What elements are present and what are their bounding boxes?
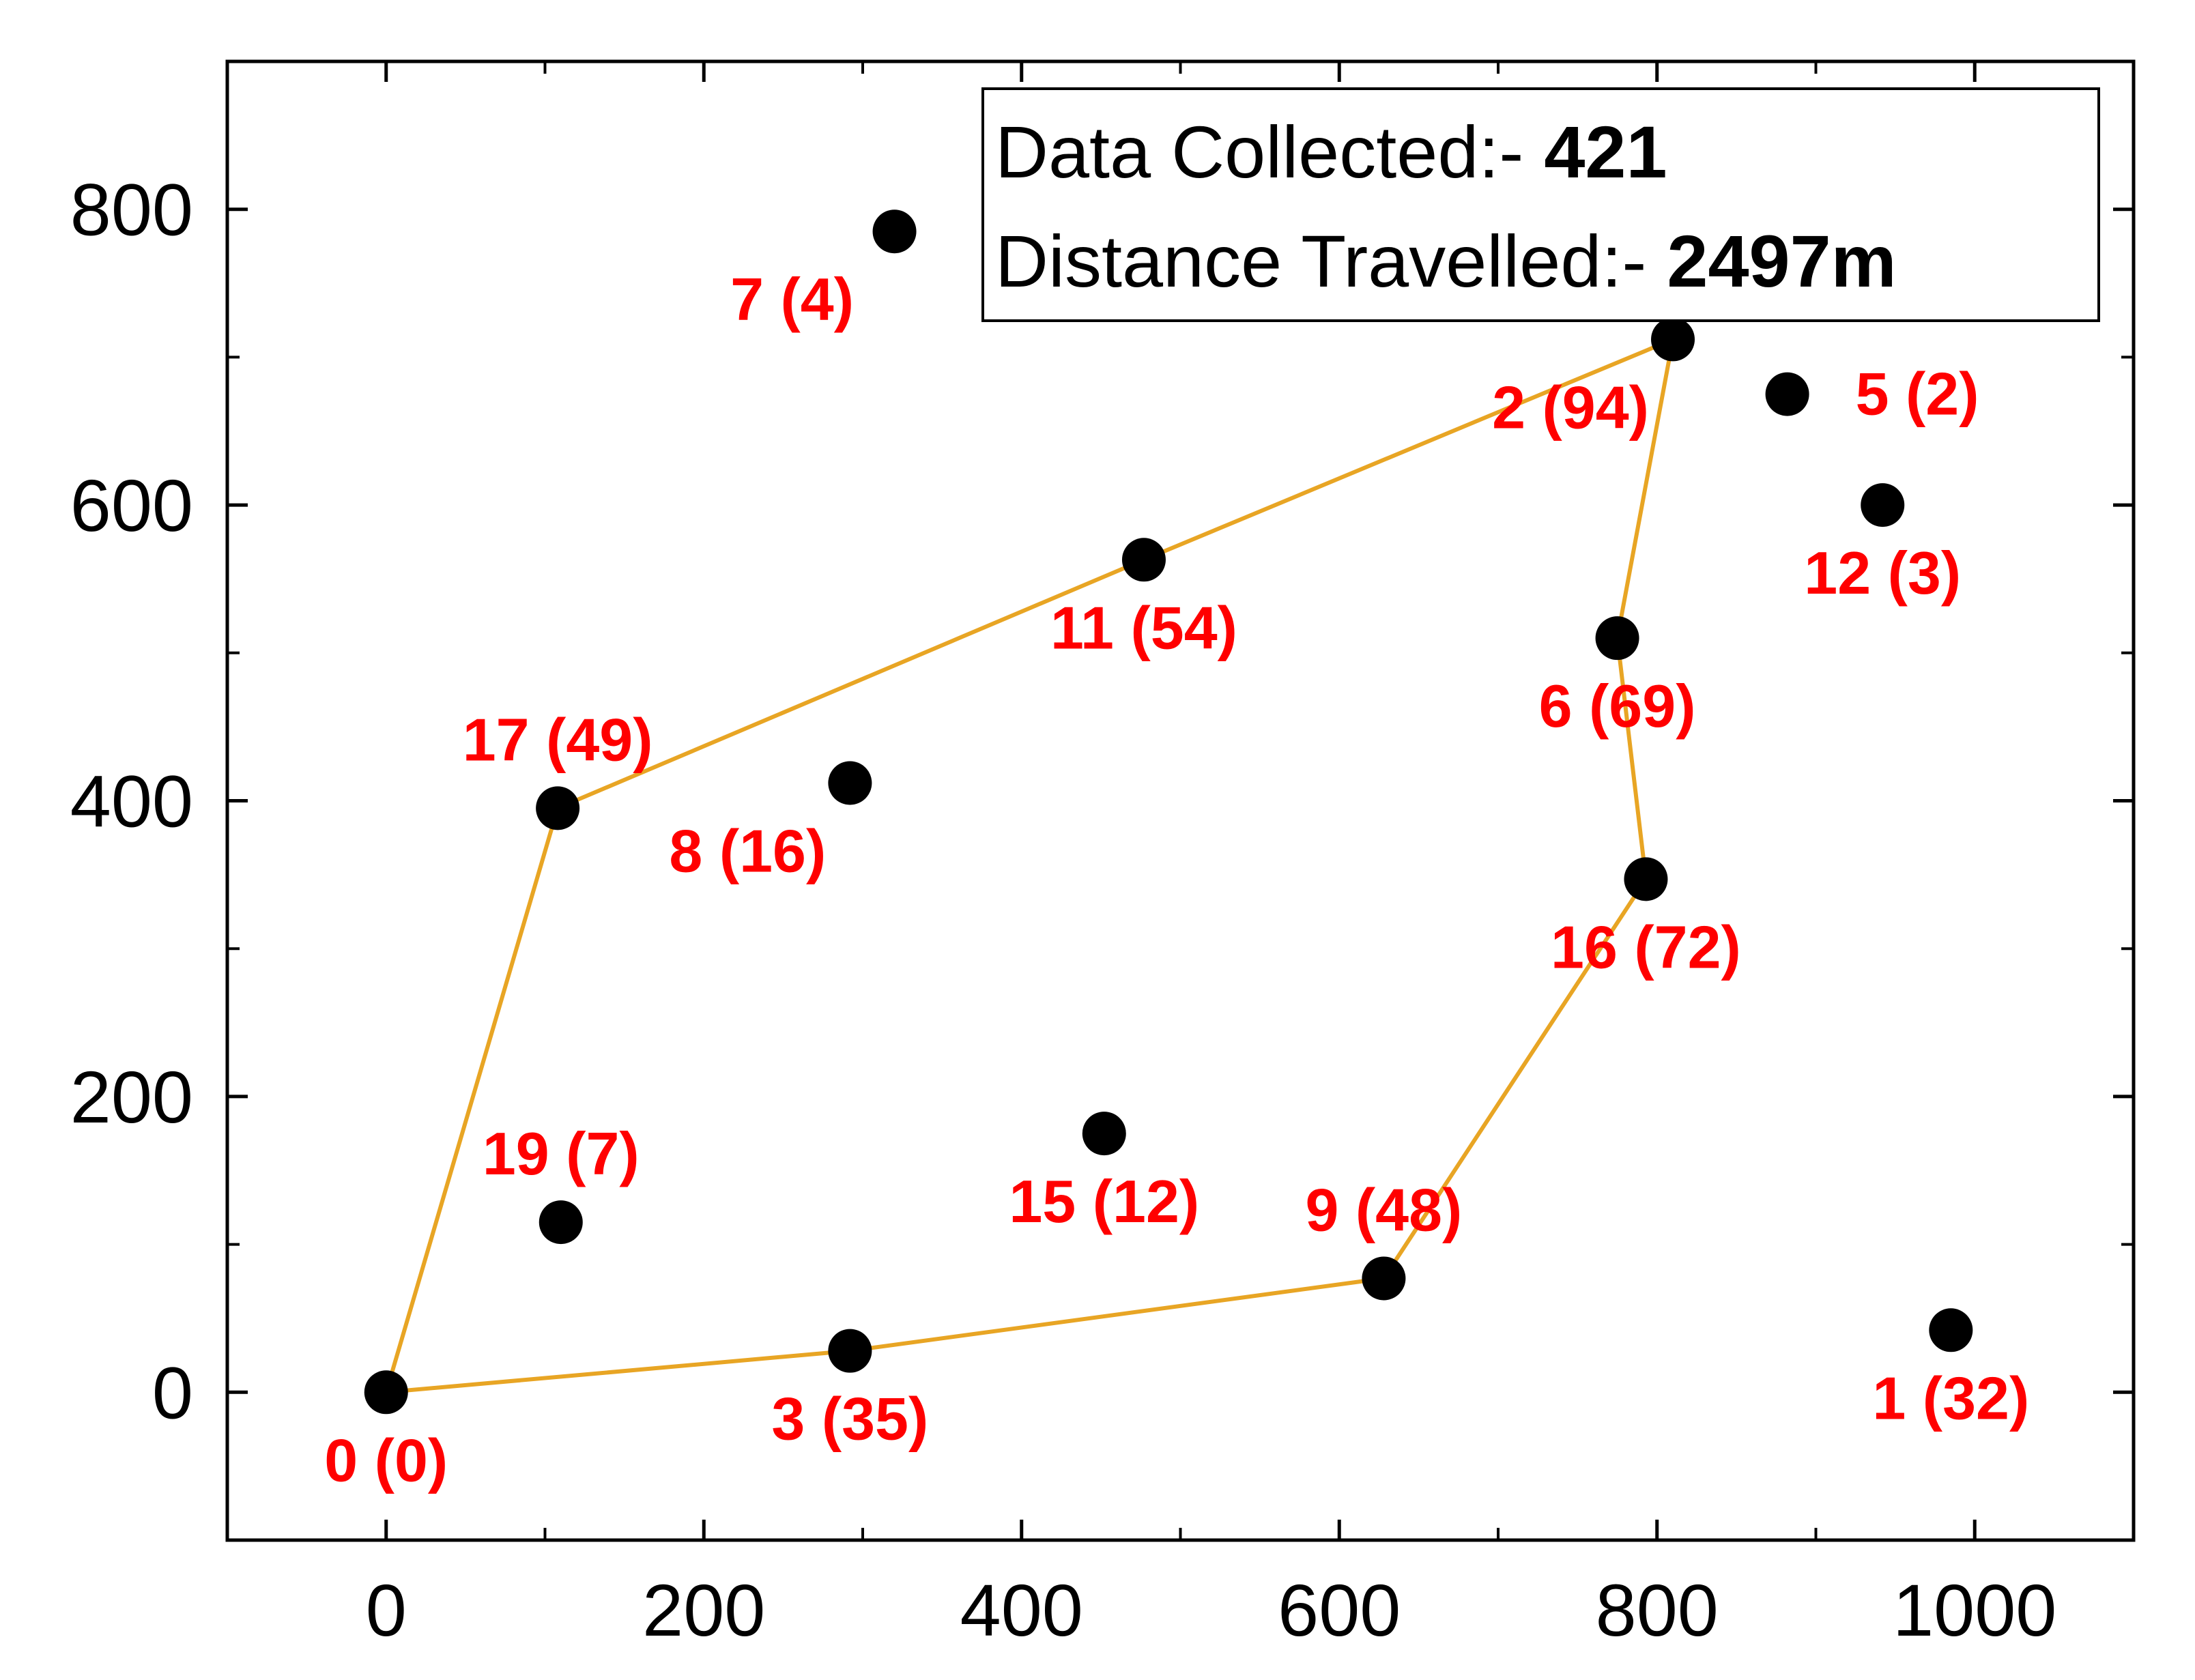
data-point (364, 1370, 408, 1415)
ticks-layer: 0 200 400 600 800 1000 0 200 400 600 800 (70, 61, 2134, 1651)
point-label: 2 (94) (1492, 373, 1649, 441)
y-tick-label: 800 (70, 169, 193, 251)
point-label: 6 (69) (1539, 672, 1696, 740)
y-tick-label: 600 (70, 464, 193, 547)
data-point (536, 786, 580, 830)
point-label: 16 (72) (1551, 913, 1741, 981)
point-label: 15 (12) (1009, 1168, 1199, 1235)
x-tick-label: 600 (1278, 1569, 1401, 1651)
data-point (1861, 483, 1905, 527)
data-point (1624, 857, 1668, 901)
x-tick-label: 800 (1596, 1569, 1719, 1651)
x-tick-label: 200 (642, 1569, 765, 1651)
labels-layer: 0 (0) 1 (32) 2 (94) 3 (35) 5 (2) 6 (69) 7 (4) 8… (324, 265, 2029, 1494)
annotation-label-data-collected: Data Collected:- (995, 111, 1544, 193)
y-tick-label: 400 (70, 760, 193, 843)
point-label: 7 (4) (730, 265, 854, 333)
data-point (539, 1200, 583, 1245)
point-label: 5 (2) (1856, 360, 1979, 428)
annotation-value-data-collected: 421 (1544, 111, 1667, 193)
point-label: 8 (16) (669, 817, 826, 884)
annotation-value-distance-travelled: 2497m (1667, 220, 1896, 302)
point-label: 17 (49) (463, 706, 653, 773)
data-point (872, 209, 917, 254)
y-tick-label: 0 (152, 1351, 193, 1434)
data-point (1929, 1308, 1973, 1352)
point-label: 3 (35) (771, 1385, 928, 1453)
x-tick-label: 400 (960, 1569, 1083, 1651)
point-label: 11 (54) (1050, 594, 1237, 661)
data-point (1595, 616, 1639, 661)
data-point (828, 761, 872, 805)
point-label: 1 (32) (1872, 1364, 2029, 1432)
annotation-row-distance-travelled: Distance Travelled:- 2497m (995, 220, 1897, 302)
data-point (1651, 317, 1695, 362)
annotation-box: Data Collected:- 421 Distance Travelled:… (981, 87, 2100, 322)
data-point (1121, 538, 1166, 582)
point-label: 19 (7) (483, 1120, 640, 1187)
x-tick-label: 1000 (1893, 1569, 2056, 1651)
x-tick-label: 0 (366, 1569, 407, 1651)
point-label: 9 (48) (1305, 1176, 1462, 1243)
annotation-row-data-collected: Data Collected:- 421 (995, 111, 1667, 193)
point-label: 0 (0) (324, 1426, 448, 1494)
annotation-label-distance-travelled: Distance Travelled:- (995, 220, 1667, 302)
data-point (1765, 372, 1809, 416)
y-tick-label: 200 (70, 1056, 193, 1138)
data-point (828, 1329, 872, 1373)
annotation-frame (981, 87, 2100, 322)
data-point (1082, 1112, 1126, 1156)
points-layer (364, 209, 1973, 1415)
point-label: 12 (3) (1804, 539, 1961, 607)
data-point (1362, 1256, 1406, 1301)
